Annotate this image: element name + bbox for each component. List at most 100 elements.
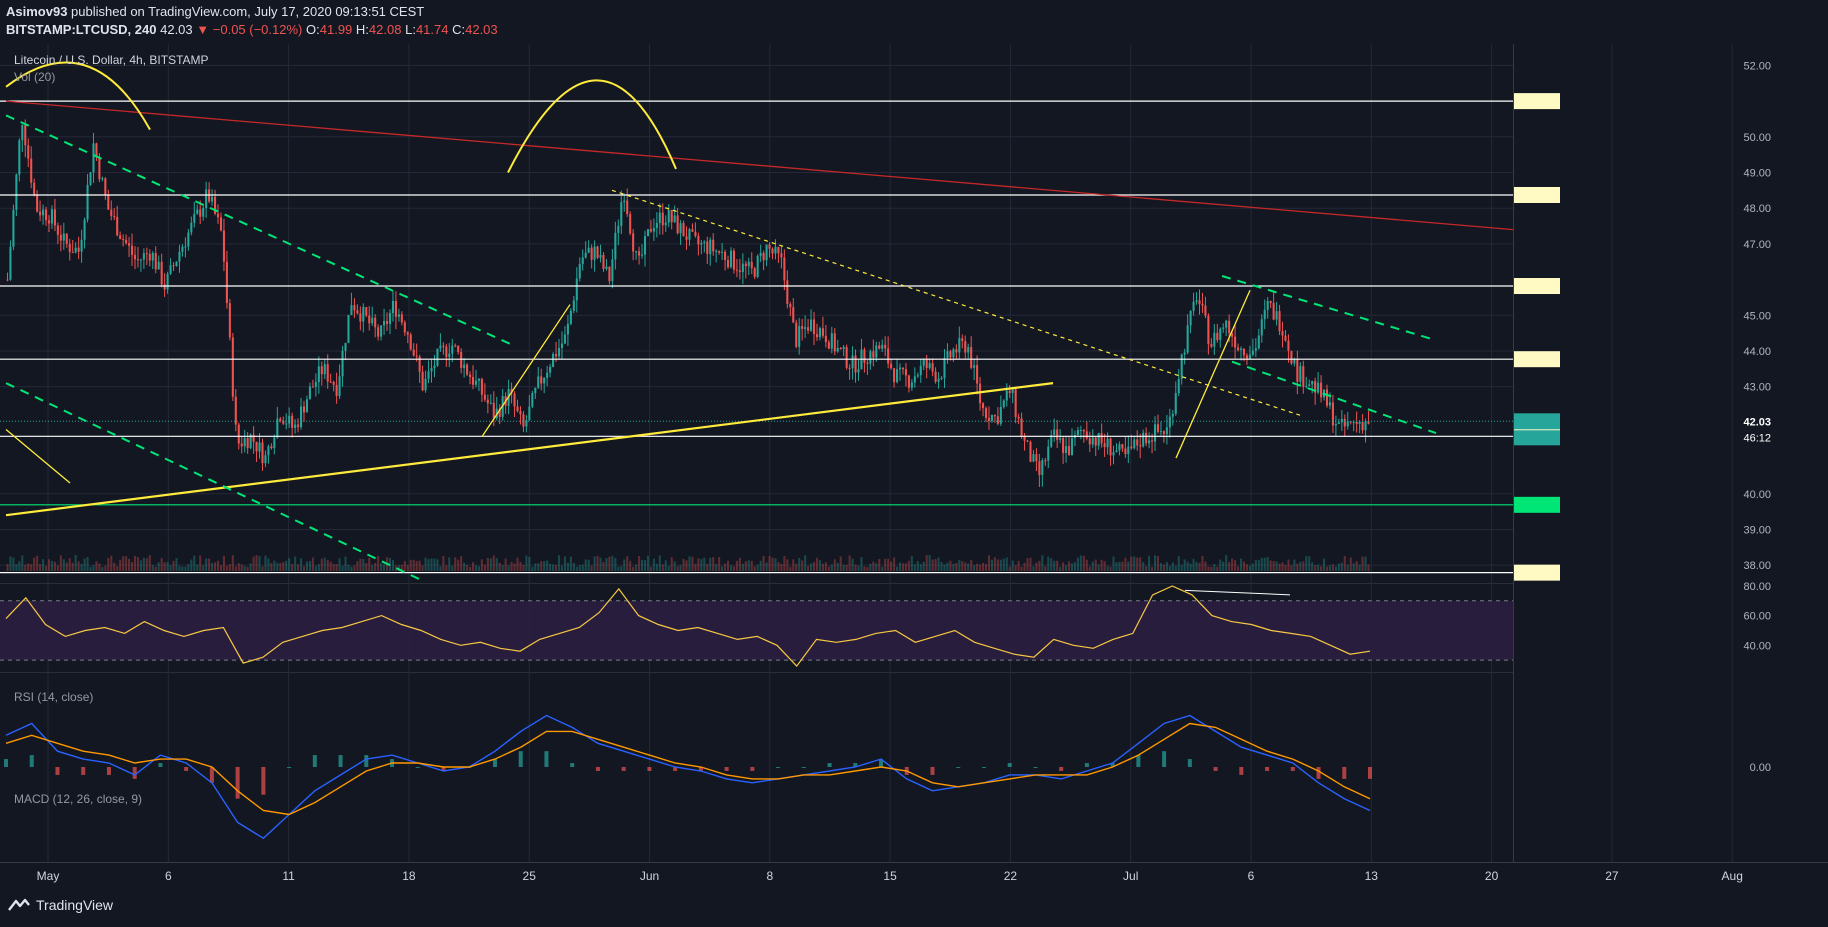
candle-body: [869, 351, 872, 364]
volume-bar: [1254, 560, 1257, 571]
volume-bar: [157, 562, 160, 571]
candle: [353, 298, 356, 318]
candle: [305, 395, 309, 413]
candle: [866, 359, 869, 375]
volume-bar: [1222, 561, 1225, 571]
candle-body: [47, 220, 51, 224]
candle: [489, 394, 492, 405]
candle: [154, 246, 157, 274]
volume-bar: [202, 565, 205, 571]
candle-body: [68, 243, 71, 252]
volume-bar: [74, 555, 77, 571]
volume-bar: [463, 562, 466, 571]
candle-body: [738, 270, 741, 273]
candle-body: [214, 196, 217, 214]
candle-body: [1008, 390, 1011, 394]
volume-bar: [77, 561, 80, 571]
volume-bar: [1293, 559, 1296, 571]
candle-body: [136, 259, 139, 261]
candle: [1097, 432, 1100, 450]
volume-bar: [786, 559, 789, 571]
volume-bar: [1186, 561, 1189, 571]
macd-histogram-bar: [1316, 767, 1321, 779]
candle: [881, 339, 884, 352]
volume-bar: [383, 564, 386, 571]
tradingview-logo[interactable]: TradingView: [8, 897, 113, 913]
trend-annotations[interactable]: [5, 61, 1514, 596]
candle-body: [406, 332, 409, 335]
volume-bar: [798, 558, 801, 571]
candle-body: [246, 438, 249, 449]
candle-body: [516, 406, 519, 412]
time-axis[interactable]: May 6 11 18 25 Jun 8 15 22 Jul 6 13 20 27 Aug: [37, 869, 1743, 883]
candle: [839, 346, 842, 350]
price-level-value: 39.69: [1743, 500, 1771, 512]
candle-body: [904, 369, 907, 376]
volume-bar: [92, 565, 95, 571]
macd-histogram-bar: [1084, 763, 1089, 767]
low-value: 41.74: [415, 22, 449, 37]
candle-body: [833, 333, 836, 352]
volume-bar: [326, 559, 329, 571]
candle: [249, 433, 252, 450]
volume-bar: [925, 555, 928, 571]
candle: [774, 239, 777, 260]
candle: [222, 218, 225, 272]
chart-title: Litecoin / U.S. Dollar, 4h, BITSTAMP: [14, 53, 209, 67]
volume-bar: [685, 560, 688, 571]
volume-bar: [706, 563, 709, 571]
candle-body: [463, 364, 466, 368]
volume-bar: [537, 563, 540, 571]
candle: [332, 380, 335, 392]
volume-bar: [1056, 560, 1059, 571]
volume-bar: [1038, 560, 1041, 571]
volume-bar: [898, 562, 902, 571]
candle: [804, 315, 807, 339]
candle-body: [1127, 446, 1130, 455]
volume-bar: [291, 563, 294, 571]
publish-line: Asimov93 published on TradingView.com, J…: [6, 3, 498, 21]
candle: [878, 341, 881, 350]
candle: [1017, 413, 1020, 425]
candlestick-series[interactable]: [6, 119, 1370, 487]
volume-bar: [142, 557, 145, 571]
candle-body: [433, 365, 436, 369]
candle-body: [130, 245, 134, 255]
price-axis[interactable]: 52.00 50.00 49.00 48.00 47.00 45.00 44.00 43.00…: [1743, 60, 1771, 774]
candle-body: [584, 252, 587, 258]
candle-body: [427, 371, 430, 379]
candle: [196, 204, 199, 215]
time-tick-label: 18: [402, 869, 416, 883]
volume-bar: [753, 566, 756, 571]
author-name[interactable]: Asimov93: [6, 4, 68, 19]
candle-body: [712, 239, 715, 252]
candle: [851, 346, 854, 380]
candle-body: [24, 124, 27, 146]
candle: [1156, 414, 1160, 434]
horizontal-levels[interactable]: 51.00 48.37 45.82 43.77 41.61 39.69 37.79 42.03…: [0, 93, 1771, 581]
candle-body: [569, 310, 572, 324]
candle-body: [611, 259, 614, 282]
volume-bar: [611, 555, 614, 571]
volume-bar: [1367, 564, 1370, 571]
time-tick-label: 8: [766, 869, 773, 883]
symbol-label[interactable]: BITSTAMP:LTCUSD, 240: [6, 22, 157, 37]
candle: [931, 358, 934, 377]
candle-body: [371, 317, 374, 324]
volume-bar: [448, 557, 451, 571]
candle-body: [747, 261, 750, 267]
volume-bar: [1320, 566, 1323, 571]
candle: [1305, 376, 1308, 389]
candle-body: [872, 351, 875, 358]
volume-bar: [1156, 556, 1160, 571]
candle-body: [1293, 359, 1296, 364]
candle-body: [881, 344, 884, 349]
volume-bar: [1192, 558, 1195, 571]
volume-bar: [643, 560, 647, 571]
candle-body: [688, 229, 691, 240]
macd-histogram-bar: [132, 767, 137, 779]
candle: [652, 218, 655, 241]
volume-bar: [682, 558, 685, 571]
candle: [824, 324, 827, 348]
